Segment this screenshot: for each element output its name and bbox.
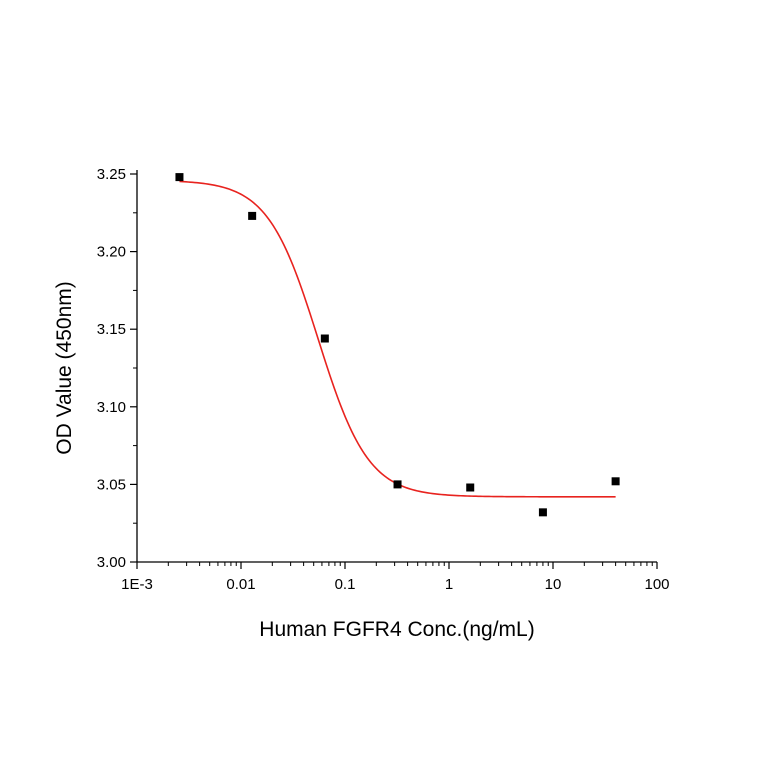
- y-tick-label: 3.10: [97, 399, 126, 416]
- y-tick-label: 3.00: [97, 554, 126, 571]
- data-point: [248, 211, 257, 220]
- data-point: [611, 477, 620, 486]
- x-tick-label: 10: [545, 576, 562, 593]
- x-tick-label: 0.01: [226, 576, 255, 593]
- axes: [136, 170, 657, 563]
- x-tick-label: 0.1: [335, 576, 356, 593]
- data-point: [393, 480, 402, 489]
- y-tick-label: 3.05: [97, 476, 126, 493]
- fit-curve: [179, 180, 616, 498]
- x-tick-label: 1: [445, 576, 453, 593]
- y-tick-label: 3.15: [97, 321, 126, 338]
- data-point: [320, 334, 329, 343]
- data-point: [538, 508, 547, 517]
- data-point: [175, 173, 184, 182]
- x-tick-label: 1E-3: [121, 576, 153, 593]
- y-tick-label: 3.25: [97, 166, 126, 183]
- x-axis-title: Human FGFR4 Conc.(ng/mL): [259, 618, 534, 641]
- y-tick-label: 3.20: [97, 244, 126, 261]
- y-ticks: 3.00 3.05 3.10 3.15 3.20 3.25: [97, 166, 137, 571]
- data-points: [175, 173, 620, 517]
- data-point: [466, 483, 475, 492]
- x-ticks: 1E-3 0.01 0.1 1 10 100: [121, 562, 670, 593]
- y-axis-title: OD Value (450nm): [53, 281, 76, 455]
- x-tick-label: 100: [644, 576, 669, 593]
